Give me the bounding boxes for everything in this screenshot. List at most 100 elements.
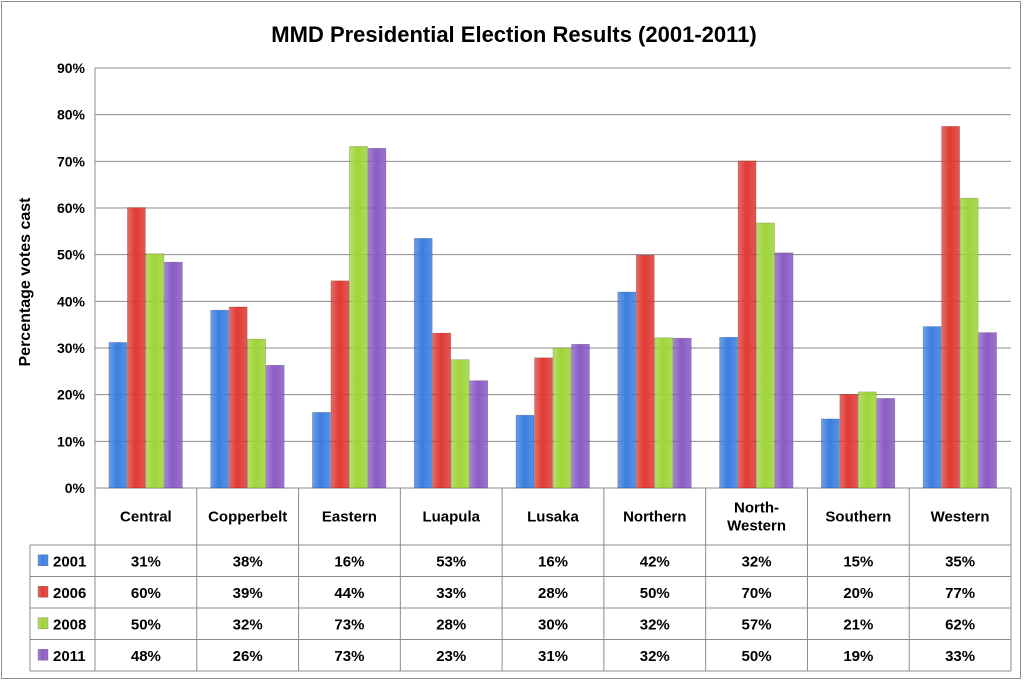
bar-southern-2008 xyxy=(858,391,877,489)
y-axis-label: Percentage votes cast xyxy=(17,197,34,367)
data-label-luapula-2001: 53% xyxy=(436,553,466,570)
data-label-southern-2008: 21% xyxy=(843,616,873,633)
x-tick-label-lusaka: Lusaka xyxy=(527,509,579,526)
y-tick-label: 90% xyxy=(57,60,86,76)
legend-swatch-2001 xyxy=(37,554,49,567)
bar-southern-2006 xyxy=(839,393,859,489)
bar-copperbelt-2006 xyxy=(228,306,248,489)
bar-north-western-2001 xyxy=(719,336,738,489)
bar-central-2008 xyxy=(145,253,165,489)
data-label-northern-2011: 32% xyxy=(640,648,670,665)
x-tick-label-eastern: Eastern xyxy=(322,509,377,526)
data-label-luapula-2008: 28% xyxy=(436,616,466,633)
x-tick-label-luapula: Luapula xyxy=(422,509,480,526)
y-tick-label: 40% xyxy=(57,293,86,309)
data-label-central-2011: 48% xyxy=(131,648,161,665)
bar-copperbelt-2001 xyxy=(210,309,229,489)
data-label-lusaka-2011: 31% xyxy=(538,648,568,665)
legend-label-2008: 2008 xyxy=(53,616,86,633)
chart-title: MMD Presidential Election Results (2001-… xyxy=(271,22,756,47)
bar-western-2008 xyxy=(959,197,979,489)
x-tick-label-north-western: Western xyxy=(727,518,786,535)
y-tick-label: 80% xyxy=(57,107,86,123)
bar-lusaka-2006 xyxy=(534,357,553,489)
data-label-copperbelt-2006: 39% xyxy=(233,585,263,602)
legend-label-2001: 2001 xyxy=(53,553,86,570)
data-label-lusaka-2008: 30% xyxy=(538,616,568,633)
bar-central-2001 xyxy=(108,342,128,489)
bar-lusaka-2008 xyxy=(552,347,572,489)
bar-lusaka-2011 xyxy=(571,343,590,489)
data-label-southern-2011: 19% xyxy=(843,648,873,665)
data-label-north-western-2011: 50% xyxy=(742,648,772,665)
data-label-northern-2001: 42% xyxy=(640,553,670,570)
data-label-eastern-2011: 73% xyxy=(334,648,364,665)
bars xyxy=(108,126,997,489)
data-label-central-2001: 31% xyxy=(131,553,161,570)
data-label-southern-2001: 15% xyxy=(843,553,873,570)
data-label-western-2011: 33% xyxy=(945,648,975,665)
data-label-north-western-2001: 32% xyxy=(742,553,772,570)
x-tick-label-north-western: North- xyxy=(734,500,779,517)
data-label-western-2001: 35% xyxy=(945,553,975,570)
data-table: Central Copperbelt Eastern Luapula Lusaka Nor… xyxy=(29,488,1012,672)
bar-central-2006 xyxy=(127,207,146,489)
x-tick-label-western: Western xyxy=(931,509,990,526)
data-label-copperbelt-2008: 32% xyxy=(233,616,263,633)
data-label-northern-2008: 32% xyxy=(640,616,670,633)
bar-northern-2001 xyxy=(617,291,637,489)
data-label-western-2008: 62% xyxy=(945,616,975,633)
data-label-eastern-2001: 16% xyxy=(334,553,364,570)
bar-eastern-2006 xyxy=(330,280,350,489)
data-label-copperbelt-2001: 38% xyxy=(233,553,263,570)
legend-label-2006: 2006 xyxy=(53,585,86,602)
data-label-copperbelt-2011: 26% xyxy=(233,648,263,665)
bar-north-western-2011 xyxy=(774,252,794,489)
bar-northern-2011 xyxy=(672,337,692,489)
data-label-eastern-2008: 73% xyxy=(334,616,364,633)
legend-swatch-2006 xyxy=(37,585,49,598)
bar-north-western-2008 xyxy=(756,222,775,489)
legend-swatch-2011 xyxy=(37,648,49,661)
bar-southern-2001 xyxy=(821,418,840,489)
y-tick-label: 70% xyxy=(57,153,86,169)
bar-north-western-2006 xyxy=(737,160,757,489)
bar-lusaka-2001 xyxy=(515,414,535,489)
bar-western-2001 xyxy=(922,326,942,489)
bar-luapula-2011 xyxy=(469,380,489,489)
bar-eastern-2011 xyxy=(367,147,387,489)
y-tick-label: 20% xyxy=(57,387,86,403)
bar-eastern-2001 xyxy=(312,412,331,489)
y-tick-label: 10% xyxy=(57,433,86,449)
bar-copperbelt-2011 xyxy=(265,364,285,489)
data-label-luapula-2006: 33% xyxy=(436,585,466,602)
data-label-northern-2006: 50% xyxy=(640,585,670,602)
data-label-western-2006: 77% xyxy=(945,585,975,602)
bar-western-2006 xyxy=(941,126,960,489)
legend-label-2011: 2011 xyxy=(53,648,86,665)
y-tick-label: 30% xyxy=(57,340,86,356)
y-tick-label: 0% xyxy=(65,480,86,496)
data-label-lusaka-2006: 28% xyxy=(538,585,568,602)
bar-luapula-2006 xyxy=(432,332,452,489)
x-tick-label-copperbelt: Copperbelt xyxy=(208,509,287,526)
data-label-central-2006: 60% xyxy=(131,585,161,602)
legend-swatch-2008 xyxy=(37,617,49,630)
x-tick-label-southern: Southern xyxy=(825,509,891,526)
bar-northern-2008 xyxy=(654,337,674,489)
data-label-central-2008: 50% xyxy=(131,616,161,633)
bar-central-2011 xyxy=(164,261,183,489)
bar-northern-2006 xyxy=(635,254,655,489)
data-label-eastern-2006: 44% xyxy=(334,585,364,602)
y-axis-ticks: 0% 10% 20% 30% 40% 50% 60% 70% 80% 90% xyxy=(57,60,86,496)
data-label-southern-2006: 20% xyxy=(843,585,873,602)
bar-luapula-2008 xyxy=(450,359,470,489)
bar-western-2011 xyxy=(978,332,997,489)
y-tick-label: 50% xyxy=(57,247,86,263)
x-tick-label-central: Central xyxy=(120,509,172,526)
data-label-north-western-2006: 70% xyxy=(742,585,772,602)
bar-southern-2011 xyxy=(876,398,896,489)
bar-copperbelt-2008 xyxy=(247,338,266,489)
